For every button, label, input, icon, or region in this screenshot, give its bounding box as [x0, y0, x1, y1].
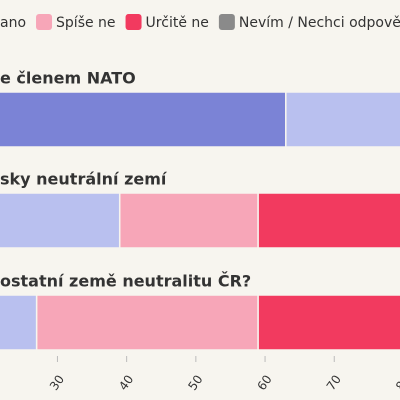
legend-label: Spíše ne — [56, 15, 116, 31]
row-title: sky neutrální zemí — [0, 170, 168, 189]
legend-swatch — [218, 14, 235, 30]
bar-segment — [0, 192, 121, 249]
bar-segment — [35, 294, 259, 351]
bar-segment — [257, 294, 400, 351]
row-title: ostatní země neutralitu ČR? — [0, 272, 251, 291]
x-tick-label: 40 — [116, 372, 136, 393]
row-title: e členem NATO — [0, 69, 136, 88]
legend-label: Určitě ne — [146, 15, 209, 31]
legend-label: Nevím / Nechci odpovědě — [239, 15, 400, 31]
bar-segment — [0, 91, 287, 148]
bar-segment — [257, 192, 400, 249]
bar-segment — [0, 294, 38, 351]
bar-segment — [285, 91, 400, 148]
x-tick-label: 80 — [393, 372, 400, 393]
x-tick-label: 30 — [47, 372, 67, 393]
legend-swatch — [125, 14, 142, 30]
x-tick-label: 70 — [324, 372, 344, 393]
bar-segment — [118, 192, 259, 249]
legend-swatch — [36, 14, 53, 30]
legend-label: ano — [0, 15, 26, 31]
x-tick-label: 50 — [185, 372, 205, 393]
x-tick-label: 60 — [255, 372, 275, 393]
